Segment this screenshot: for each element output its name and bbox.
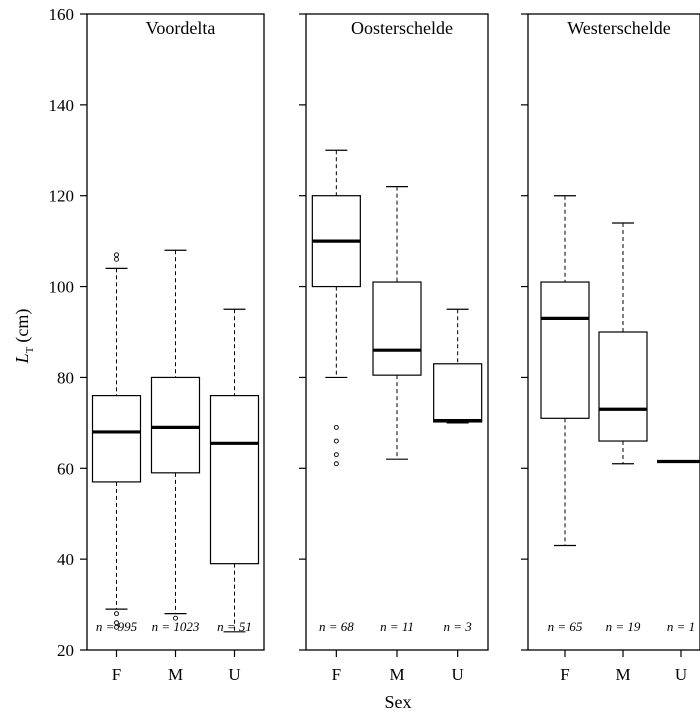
box-F: n = 65 [540,195,590,634]
x-tick-label: F [112,665,121,684]
outlier-point [114,620,119,626]
box-M: n = 1023 [150,249,201,634]
box-iqr [433,363,483,423]
outlier-point [114,256,119,262]
x-tick-label: M [615,665,630,684]
box-M: n = 11 [372,186,422,634]
n-label: n = 11 [380,619,414,634]
outlier-point [173,615,178,621]
x-tick-label: U [452,665,464,684]
y-tick-label: 60 [57,459,74,478]
box-iqr [540,281,590,419]
y-tick-label: 80 [57,368,74,387]
n-label: n = 51 [217,619,252,634]
x-tick-label: U [675,665,687,684]
outlier-point [333,438,339,444]
panel-oosterschelde: Oosterschelde n = 68 Fn = 11 Mn = 3 U [299,13,489,684]
x-axis-label: Sex [385,692,412,712]
panel-title: Westerschelde [567,18,671,38]
box-M: n = 19 [598,222,648,634]
outlier-point [333,424,339,430]
n-label: n = 65 [548,619,583,634]
y-tick-label: 140 [49,96,75,115]
x-tick-label: M [389,665,404,684]
box-iqr [598,331,648,442]
box-iqr [372,281,422,376]
box-iqr [209,395,260,565]
outlier-point [114,252,119,258]
box-U: n = 1 [657,459,700,634]
outlier-point [333,452,339,458]
outlier-point [114,611,119,617]
box-U: n = 51 [209,308,260,634]
n-label: n = 19 [606,619,641,634]
x-tick-label: F [560,665,569,684]
y-tick-label: 100 [49,278,75,297]
panel-frame [527,13,700,651]
n-label: n = 3 [444,619,473,634]
outlier-point [333,461,339,467]
panel-title: Oosterschelde [351,18,453,38]
n-label: n = 995 [96,619,138,634]
y-axis: 20 40 60 80 100 120 140 160 [49,5,87,660]
panel-voordelta: Voordelta n = 995 Fn = 1023 Mn = 51 U [86,13,265,684]
n-label: n = 68 [319,619,354,634]
n-label: n = 1 [667,619,695,634]
y-tick-label: 40 [57,550,74,569]
box-U: n = 3 [433,308,483,634]
y-axis-label: LT(cm) [12,309,36,365]
x-tick-label: F [332,665,341,684]
box-F: n = 995 [91,252,142,634]
y-tick-label: 20 [57,641,74,660]
y-tick-label: 160 [49,5,75,24]
x-tick-label: U [228,665,240,684]
box-iqr [91,395,142,483]
x-tick-label: M [168,665,183,684]
y-tick-label: 120 [49,187,75,206]
outlier-point [114,624,119,630]
box-F: n = 68 [311,149,361,634]
n-label: n = 1023 [152,619,200,634]
panel-title: Voordelta [146,18,216,38]
box-iqr [150,376,201,474]
panel-westerschelde: Westerschelde n = 65 Fn = 19 Mn = 1 U [521,13,700,684]
